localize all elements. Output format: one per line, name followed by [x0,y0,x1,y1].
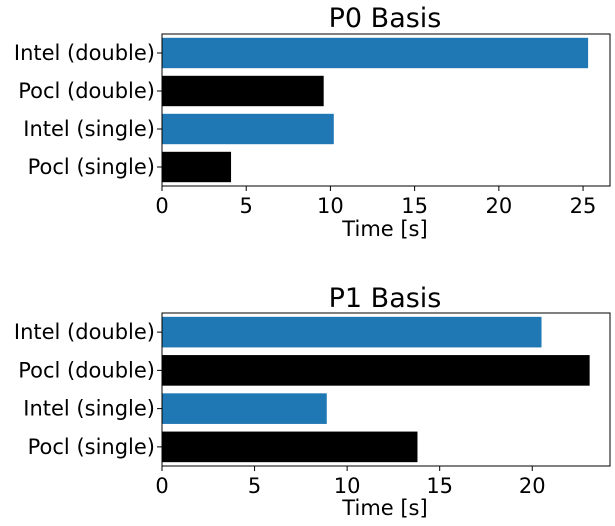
y-tick-label: Pocl (single) [28,435,155,459]
bar [162,151,232,183]
x-tick-label: 0 [155,194,168,218]
bar [162,393,327,424]
x-tick-label: 10 [317,194,344,218]
bar [162,113,334,145]
x-tick-label: 15 [401,194,428,218]
chart-p1-basis: P1 Basis Time [s] Intel (double) Pocl (do… [14,283,611,520]
x-tick-label: 15 [426,474,453,498]
chart-title: P0 Basis [329,3,442,34]
x-tick-label: 25 [570,194,597,218]
bar [162,316,542,348]
y-tick-label: Intel (single) [23,397,155,421]
y-tick-label: Pocl (double) [18,358,155,382]
x-tick-label: 5 [240,194,253,218]
axes-frame [161,33,611,187]
y-tick-label: Intel (single) [23,117,155,141]
x-axis-label: Time [s] [341,496,427,520]
bar [162,355,590,386]
x-tick-label: 20 [519,474,546,498]
y-tick-label: Pocl (single) [28,155,155,179]
x-axis-label: Time [s] [341,217,427,241]
x-tick-label: 10 [334,474,361,498]
x-tick-label: 0 [155,474,168,498]
axes-frame [161,312,611,467]
y-tick-label: Pocl (double) [18,79,155,103]
chart-title: P1 Basis [329,283,442,314]
y-tick-label: Intel (double) [14,41,155,65]
bar [162,75,324,107]
bar [162,431,418,463]
chart-p0-basis: P0 Basis Time [s] Intel (double) Pocl (do… [14,3,611,241]
x-tick-label: 5 [248,474,261,498]
bar [162,37,589,69]
y-tick-label: Intel (double) [14,320,155,344]
x-tick-label: 20 [485,194,512,218]
